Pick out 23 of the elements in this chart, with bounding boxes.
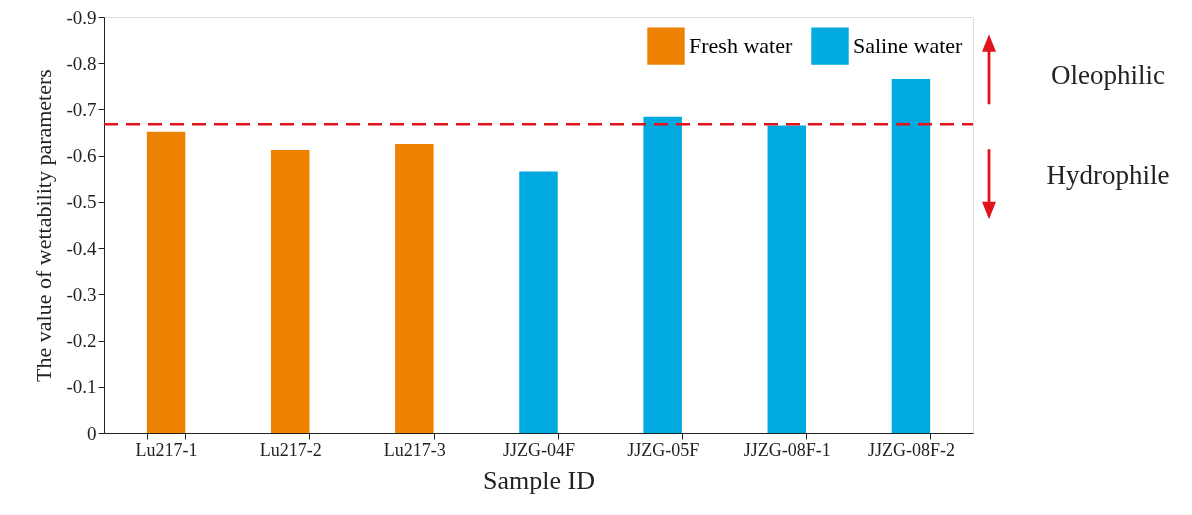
y-tick-label: -0.7 [66, 98, 97, 120]
y-tick-label: -0.6 [66, 145, 97, 167]
x-tick-label: JJZG-08F-2 [867, 439, 955, 460]
y-tick-label: -0.4 [66, 237, 97, 259]
legend-label: Saline water [853, 33, 964, 59]
y-tick-label: -0.3 [66, 283, 97, 305]
y-tick-label: -0.2 [66, 330, 97, 352]
x-tick-label: Lu217-3 [383, 439, 446, 460]
y-tick-label: -0.1 [66, 376, 97, 398]
y-tick-label: -0.8 [66, 52, 97, 74]
x-tick-label: JJZG-04F [502, 439, 576, 460]
x-tick-label: Lu217-1 [135, 439, 198, 460]
y-axis-title: The value of wettability parameters [31, 69, 57, 382]
x-tick-label: JJZG-05F [627, 439, 700, 460]
x-axis-title: Sample ID [483, 465, 595, 495]
text: Oleophilic [1051, 60, 1165, 91]
legend-label: Fresh water [689, 33, 793, 59]
y-tick-label: -0.9 [66, 6, 97, 28]
y-tick-label: -0.5 [66, 191, 97, 213]
text: Hydrophile [1046, 160, 1170, 191]
y-tick-label: 0 [87, 422, 97, 444]
x-tick-label: Lu217-2 [259, 439, 322, 460]
x-tick-label: JJZG-08F-1 [743, 439, 831, 460]
